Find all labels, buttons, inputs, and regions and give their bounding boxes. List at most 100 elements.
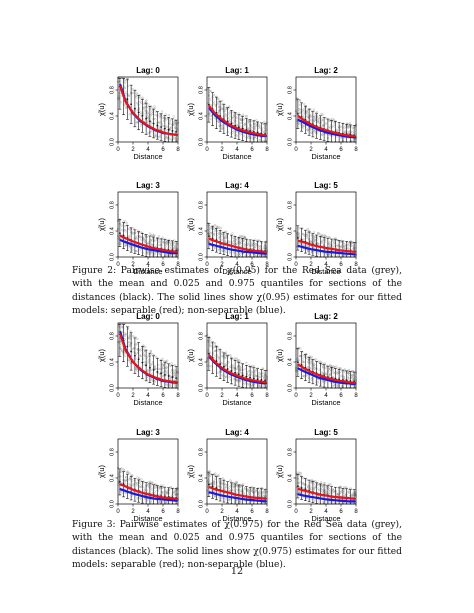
- mean-point: [152, 122, 155, 125]
- scatter-point: [140, 113, 143, 116]
- y-axis-label: χ̂(u): [186, 102, 195, 116]
- x-tick-label: 2: [220, 509, 224, 515]
- mean-point: [160, 126, 163, 128]
- x-tick-label: 2: [220, 262, 224, 268]
- scatter-point: [146, 484, 150, 487]
- x-tick-label: 8: [265, 509, 269, 515]
- scatter-point: [123, 103, 126, 106]
- scatter-point: [257, 491, 261, 494]
- scatter-point: [121, 491, 124, 494]
- scatter-point: [258, 240, 262, 243]
- scatter-point: [161, 357, 164, 360]
- scatter-point: [221, 351, 224, 354]
- scatter-point: [343, 487, 346, 490]
- scatter-point: [176, 370, 179, 373]
- scatter-point: [120, 224, 123, 227]
- chart-panel: Lag: 2 0 2 4 6 8 Distance 0.0 0.4 0.8 χ̂(u): [275, 312, 358, 407]
- x-tick-label: 8: [354, 262, 358, 268]
- scatter-point: [165, 118, 168, 121]
- scatter-point: [323, 482, 326, 485]
- scatter-point: [132, 483, 135, 486]
- scatter-point: [301, 360, 304, 363]
- scatter-point: [211, 114, 214, 117]
- scatter-point: [306, 366, 309, 369]
- scatter-point: [251, 135, 254, 138]
- separable-curve: [119, 483, 178, 500]
- scatter-point: [299, 112, 302, 115]
- mean-point: [296, 361, 299, 364]
- scatter-point: [218, 124, 221, 127]
- y-tick-label: 0.8: [110, 201, 116, 209]
- scatter-point: [305, 232, 308, 235]
- scatter-point: [168, 378, 171, 381]
- scatter-point: [220, 482, 223, 485]
- scatter-point: [169, 245, 172, 248]
- scatter-point: [151, 372, 154, 375]
- scatter-point: [251, 364, 254, 367]
- separable-curve: [208, 105, 267, 137]
- scatter-point: [231, 117, 234, 120]
- scatter-point: [310, 378, 313, 381]
- scatter-point: [122, 222, 126, 225]
- scatter-point: [153, 131, 156, 134]
- scatter-point: [312, 231, 315, 234]
- y-axis-label: χ̂(u): [97, 217, 106, 231]
- scatter-point: [234, 133, 237, 136]
- scatter-point: [148, 108, 151, 111]
- scatter-point: [313, 115, 316, 118]
- scatter-point: [337, 244, 340, 247]
- scatter-point: [241, 244, 244, 247]
- scatter-point: [307, 229, 310, 232]
- scatter-point: [343, 244, 346, 247]
- scatter-point: [148, 485, 151, 489]
- scatter-point: [217, 357, 220, 360]
- scatter-point: [241, 121, 244, 124]
- x-axis-label: Distance: [133, 267, 162, 276]
- non-separable-curve: [119, 488, 178, 502]
- scatter-point: [307, 376, 310, 379]
- scatter-point: [241, 368, 245, 371]
- scatter-point: [303, 124, 306, 128]
- x-tick-label: 4: [235, 509, 239, 515]
- scatter-point: [127, 94, 131, 98]
- scatter-point: [343, 126, 346, 129]
- scatter-point: [310, 478, 313, 482]
- scatter-point: [120, 237, 123, 240]
- scatter-point: [129, 338, 132, 341]
- scatter-point: [244, 487, 247, 490]
- scatter-point: [256, 123, 259, 127]
- scatter-point: [206, 231, 209, 234]
- scatter-point: [228, 120, 231, 123]
- y-tick-label: 0.0: [199, 253, 205, 261]
- scatter-point: [130, 247, 133, 250]
- scatter-point: [305, 113, 308, 116]
- scatter-point: [311, 240, 314, 243]
- x-axis-label: Distance: [133, 514, 162, 523]
- scatter-point: [224, 353, 227, 356]
- scatter-point: [313, 118, 316, 121]
- scatter-point: [144, 345, 147, 348]
- scatter-point: [125, 222, 129, 225]
- scatter-point: [245, 361, 248, 364]
- scatter-point: [122, 468, 125, 471]
- x-axis-label: Distance: [133, 152, 162, 161]
- scatter-point: [254, 245, 257, 248]
- y-tick-label: 0.4: [110, 358, 116, 366]
- scatter-point: [310, 114, 313, 117]
- scatter-point: [134, 231, 137, 234]
- scatter-point: [247, 489, 250, 492]
- scatter-point: [217, 474, 220, 477]
- scatter-point: [258, 492, 261, 495]
- x-axis-label: Distance: [133, 398, 162, 407]
- chart-panel: Lag: 5 0 2 4 6 8 Distance 0.0 0.4 0.8 χ̂(u): [275, 181, 358, 276]
- scatter-point: [260, 493, 263, 496]
- scatter-point: [314, 239, 317, 242]
- scatter-point: [301, 481, 305, 485]
- x-tick-label: 4: [324, 262, 328, 268]
- scatter-point: [318, 122, 321, 125]
- scatter-point: [237, 112, 240, 115]
- mean-point: [245, 375, 248, 378]
- mean-point: [148, 366, 151, 369]
- scatter-point: [249, 124, 252, 127]
- scatter-point: [308, 113, 311, 116]
